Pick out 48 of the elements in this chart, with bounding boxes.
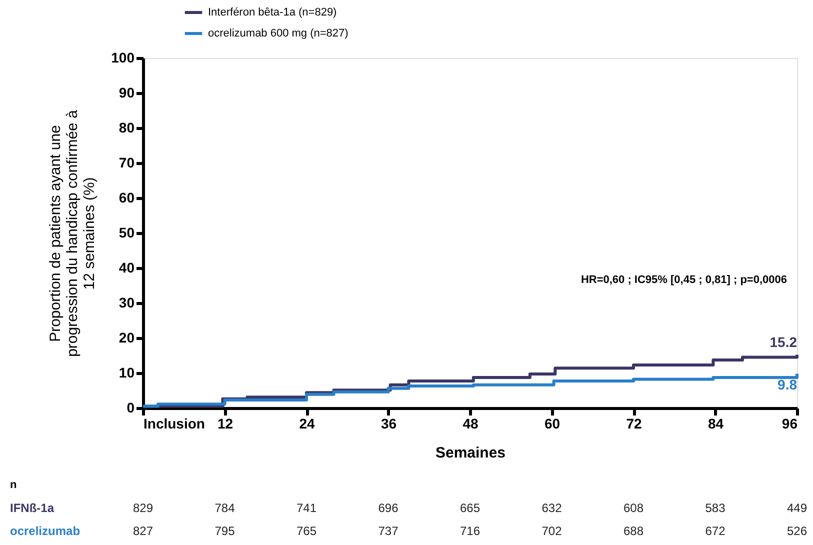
text: 741 xyxy=(296,501,317,515)
x-tick-label: 84 xyxy=(708,416,724,432)
y-tick-label: 90 xyxy=(118,84,135,100)
x-axis-title: Semaines xyxy=(435,444,506,462)
text: IFNß-1a xyxy=(10,501,54,515)
text: 737 xyxy=(378,524,399,538)
annotation: HR=0,60 ; IC95% [0,45 ; 0,81] ; p=0,0006 xyxy=(580,274,787,286)
x-tick-label: 12 xyxy=(217,416,234,432)
text: 716 xyxy=(460,524,480,538)
text: 827 xyxy=(132,524,154,538)
x-tick-label: 24 xyxy=(299,416,315,432)
text: 702 xyxy=(542,524,562,538)
text: 672 xyxy=(705,524,726,538)
y-tick-label: 10 xyxy=(118,364,135,380)
legend-label: Interféron bêta-1a (n=829) xyxy=(208,6,337,18)
y-tick-label: 0 xyxy=(126,400,135,416)
text: 829 xyxy=(132,501,154,515)
text: 784 xyxy=(214,501,236,515)
annotation: 15.2 xyxy=(770,334,798,350)
y-tick-label: 70 xyxy=(118,154,135,170)
y-tick-label: 40 xyxy=(118,260,135,276)
y-tick-label: 20 xyxy=(118,330,135,346)
y-tick-label: 100 xyxy=(111,50,135,66)
legend-label: ocrelizumab 600 mg (n=827) xyxy=(208,28,348,40)
text: n xyxy=(10,479,17,491)
x-tick-label: 48 xyxy=(462,416,478,432)
y-tick-label: 60 xyxy=(118,190,135,206)
text: ocrelizumab xyxy=(10,524,80,538)
text: 449 xyxy=(786,501,808,515)
text: 665 xyxy=(460,501,480,515)
text: 583 xyxy=(705,501,726,515)
x-tick-label: 72 xyxy=(626,416,642,432)
text: 688 xyxy=(623,524,644,538)
y-tick-label: 30 xyxy=(118,294,135,310)
y-axis-title: Proportion de patients ayant une progression du handicap confirmée à 12 semaines (%) xyxy=(47,109,98,357)
y-tick-label: 50 xyxy=(118,224,135,240)
x-tick-label: 60 xyxy=(544,416,560,432)
x-tick-label: 36 xyxy=(380,416,397,432)
x-tick-label: Inclusion xyxy=(144,416,205,432)
text: 632 xyxy=(542,501,562,515)
x-tick-label: 96 xyxy=(782,416,798,432)
annotation: 9.8 xyxy=(778,376,798,393)
text: 608 xyxy=(623,501,644,515)
y-tick-label: 80 xyxy=(118,120,135,136)
text: 765 xyxy=(296,524,317,538)
text: 795 xyxy=(214,524,236,538)
text: 526 xyxy=(786,524,808,538)
text: 696 xyxy=(378,501,399,515)
